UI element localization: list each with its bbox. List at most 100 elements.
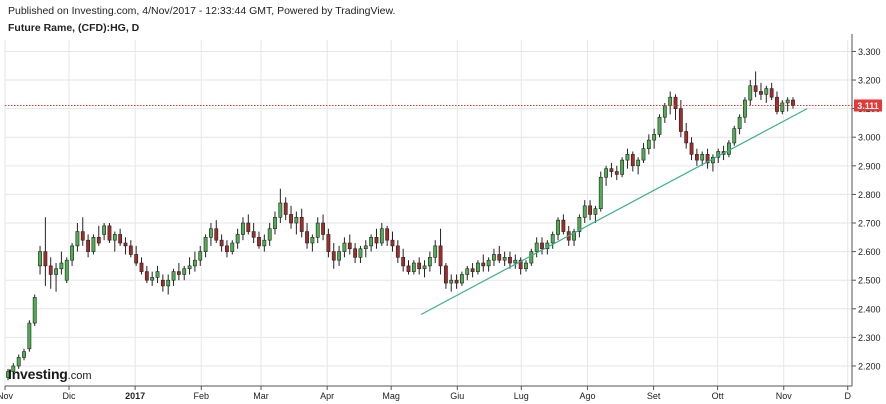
candle-body <box>379 228 384 244</box>
candle-body <box>134 254 139 264</box>
candle-body <box>358 248 363 258</box>
candle-body <box>641 148 646 161</box>
candle <box>449 274 454 292</box>
candle-body <box>38 251 42 267</box>
candle <box>476 260 480 275</box>
candle-body <box>449 279 454 284</box>
x-tick-label: D <box>844 391 851 401</box>
candle-body <box>732 128 737 144</box>
candle-body <box>614 171 619 175</box>
candle-body <box>198 251 203 261</box>
candle-body <box>513 259 518 264</box>
candle <box>737 114 742 135</box>
candle <box>604 165 608 186</box>
candle <box>246 214 251 235</box>
candle-body <box>529 251 534 264</box>
candle <box>209 223 213 246</box>
grid-lines <box>4 40 852 386</box>
candle <box>662 102 667 123</box>
candle <box>588 200 592 221</box>
candle-body <box>561 219 566 232</box>
candle-body <box>27 322 32 350</box>
candle-body <box>775 96 779 112</box>
candle-body <box>369 237 374 247</box>
candle <box>257 231 261 249</box>
candle-body <box>267 228 272 241</box>
candle-body <box>678 108 683 132</box>
investing-logo: Investing.com <box>8 366 92 384</box>
candle <box>492 248 496 266</box>
x-tick-label: Feb <box>194 391 210 401</box>
candle-body <box>662 105 667 118</box>
candle-body <box>182 268 187 275</box>
candle-body <box>727 142 731 155</box>
last-price-label: 3.111 <box>857 101 879 111</box>
candle-body <box>395 245 400 258</box>
candle <box>283 197 288 221</box>
candle <box>374 228 379 249</box>
candle <box>331 243 336 269</box>
candle <box>759 82 763 101</box>
candle-body <box>193 259 197 267</box>
candle <box>748 80 753 106</box>
candle <box>64 257 69 284</box>
candle-body <box>588 205 592 215</box>
logo-brand: Investing <box>8 366 68 382</box>
candle-body <box>112 234 117 241</box>
y-tick-label: 2.700 <box>858 219 881 229</box>
candle <box>91 234 96 255</box>
candle <box>646 134 651 155</box>
candle-body <box>438 245 443 267</box>
candle-body <box>48 265 53 275</box>
candle-body <box>433 245 438 258</box>
candle <box>561 214 566 235</box>
candle-body <box>209 228 213 238</box>
x-axis-ticks: Nov Dic 2017 Feb Mar Apr Mag Giu Lug Ago Set Ott Nov… <box>0 386 851 401</box>
candle <box>481 254 486 272</box>
candle <box>358 245 363 264</box>
candle <box>321 214 325 241</box>
candle <box>524 260 528 272</box>
candle-body <box>70 245 74 261</box>
candle-body <box>737 116 742 129</box>
candle <box>80 217 85 246</box>
axes <box>5 34 853 387</box>
candle <box>251 223 256 244</box>
candle-body <box>299 216 304 232</box>
candle-body <box>454 279 459 284</box>
published-caption: Published on Investing.com, 4/Nov/2017 -… <box>8 5 396 17</box>
candle-body <box>219 239 224 247</box>
candle <box>385 225 390 246</box>
candle <box>673 94 678 121</box>
trendline-layer <box>420 108 808 316</box>
candle-body <box>508 257 512 264</box>
candle-body <box>684 131 689 144</box>
candle <box>86 234 91 258</box>
candle-body <box>107 225 112 241</box>
candle <box>406 260 411 275</box>
candle <box>118 228 123 246</box>
candle-body <box>470 268 475 272</box>
candle <box>278 188 283 224</box>
x-tick-label: Lug <box>514 391 529 401</box>
candles <box>6 71 795 381</box>
candle-body <box>310 237 315 244</box>
y-tick-label: 3.300 <box>858 47 881 57</box>
candle-body <box>743 99 747 118</box>
last-price-tag: 3.111 <box>854 99 882 112</box>
x-tick-label: Mar <box>253 391 269 401</box>
candle-body <box>411 262 416 272</box>
candle <box>171 268 176 286</box>
candle <box>230 240 235 255</box>
candle-body <box>91 237 96 252</box>
candle-body <box>294 216 299 224</box>
candle-body <box>764 88 769 95</box>
candle-body <box>385 228 390 241</box>
candle-body <box>652 134 657 141</box>
candle-body <box>673 96 678 109</box>
candle-body <box>556 219 560 235</box>
candle <box>193 251 197 272</box>
candle <box>417 257 422 275</box>
candle <box>684 122 689 149</box>
